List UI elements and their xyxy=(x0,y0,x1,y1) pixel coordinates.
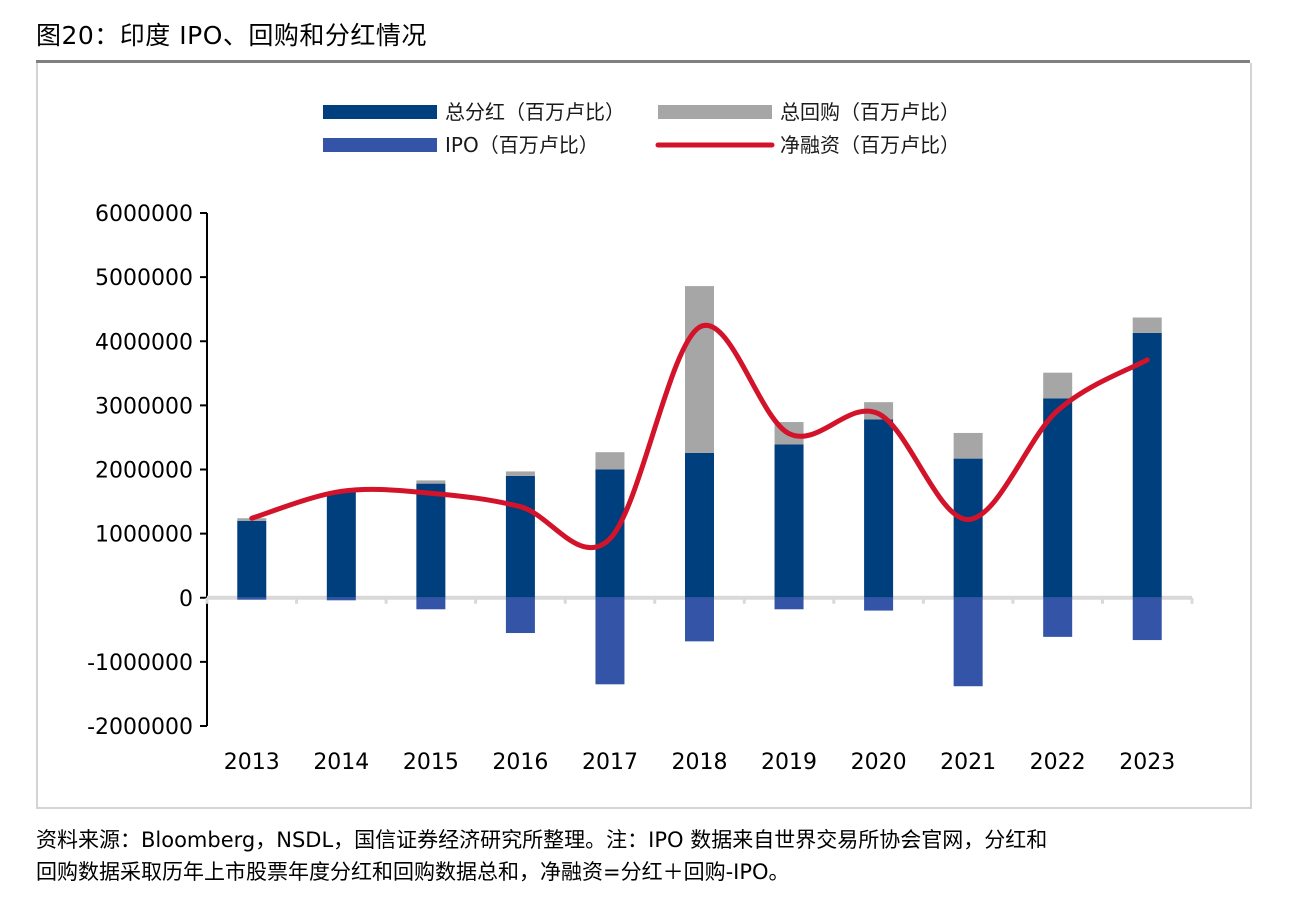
y-tick-label: 0 xyxy=(179,587,193,612)
bar-ipo-2016 xyxy=(505,597,535,634)
bar-dividend-2018 xyxy=(685,452,714,598)
bar-buyback-2017 xyxy=(595,452,625,470)
y-tick-label: 2000000 xyxy=(95,459,193,484)
bar-ipo-2017 xyxy=(595,597,625,685)
y-tick-label: -1000000 xyxy=(87,651,193,676)
chart-frame: 总分红（百万卢比） 总回购（百万卢比） IPO（百万卢比） 净融资（百万卢比） 6000… xyxy=(36,63,1252,809)
chart-svg: 总分红（百万卢比） 总回购（百万卢比） IPO（百万卢比） 净融资（百万卢比） 6000… xyxy=(87,100,1194,775)
bar-dividend-2013 xyxy=(237,520,267,598)
bar-ipo-2015 xyxy=(416,597,446,610)
bar-buyback-2020 xyxy=(864,402,894,420)
legend-swatch-1 xyxy=(658,105,772,119)
bar-ipo-2018 xyxy=(685,597,714,642)
bar-buyback-2021 xyxy=(953,432,983,459)
bar-buyback-2015 xyxy=(416,480,446,484)
legend-label-2: IPO（百万卢比） xyxy=(445,133,599,157)
y-tick-label: 3000000 xyxy=(95,394,193,419)
bar-ipo-2022 xyxy=(1043,597,1073,637)
bar-dividend-2022 xyxy=(1043,398,1073,598)
x-tick-label-2021: 2021 xyxy=(940,750,996,775)
x-tick-label-2019: 2019 xyxy=(761,750,817,775)
source-line-2: 回购数据采取历年上市股票年度分红和回购数据总和，净融资=分红＋回购-IPO。 xyxy=(36,860,790,884)
legend-swatch-2 xyxy=(323,138,437,152)
bar-dividend-2016 xyxy=(505,475,535,598)
title-rule xyxy=(36,60,1250,63)
y-tick-label: 4000000 xyxy=(95,330,193,355)
legend-swatch-0 xyxy=(323,105,437,119)
y-tick-label: -2000000 xyxy=(87,715,193,740)
bar-ipo-2020 xyxy=(864,597,894,611)
bar-buyback-2022 xyxy=(1043,372,1073,399)
bar-dividend-2017 xyxy=(595,469,625,598)
x-tick-label-2013: 2013 xyxy=(224,750,280,775)
bar-dividend-2020 xyxy=(864,419,894,598)
x-tick-label-2020: 2020 xyxy=(851,750,907,775)
bar-dividend-2014 xyxy=(326,491,356,598)
x-tick-label-2022: 2022 xyxy=(1030,750,1086,775)
bar-ipo-2023 xyxy=(1132,597,1162,641)
figure-title: 图20：印度 IPO、回购和分红情况 xyxy=(36,21,427,50)
y-tick-label: 5000000 xyxy=(95,266,193,291)
bar-ipo-2019 xyxy=(774,597,804,610)
bar-ipo-2021 xyxy=(953,597,983,687)
legend-label-1: 总回购（百万卢比） xyxy=(780,100,960,124)
x-tick-label-2023: 2023 xyxy=(1119,750,1175,775)
bar-dividend-2019 xyxy=(774,444,804,598)
bar-dividend-2021 xyxy=(953,458,983,598)
source-line-1: 资料来源：Bloomberg，NSDL，国信证券经济研究所整理。注：IPO 数据… xyxy=(36,828,1048,852)
y-tick-label: 6000000 xyxy=(95,202,193,227)
y-tick-label: 1000000 xyxy=(95,523,193,548)
bar-ipo-2013 xyxy=(237,597,267,600)
bar-buyback-2023 xyxy=(1132,317,1162,333)
bar-dividend-2015 xyxy=(416,483,446,598)
bar-buyback-2018 xyxy=(685,286,714,453)
legend-label-3: 净融资（百万卢比） xyxy=(780,133,960,157)
bar-dividend-2023 xyxy=(1132,332,1162,598)
bar-ipo-2014 xyxy=(326,597,356,601)
x-tick-label-2017: 2017 xyxy=(582,750,638,775)
x-tick-label-2014: 2014 xyxy=(313,750,369,775)
x-tick-label-2018: 2018 xyxy=(672,750,728,775)
source-note: 资料来源：Bloomberg，NSDL，国信证券经济研究所整理。注：IPO 数据… xyxy=(36,824,1266,888)
bar-buyback-2016 xyxy=(505,471,535,476)
x-tick-label-2016: 2016 xyxy=(492,750,548,775)
legend-label-0: 总分红（百万卢比） xyxy=(445,100,625,124)
x-tick-label-2015: 2015 xyxy=(403,750,459,775)
